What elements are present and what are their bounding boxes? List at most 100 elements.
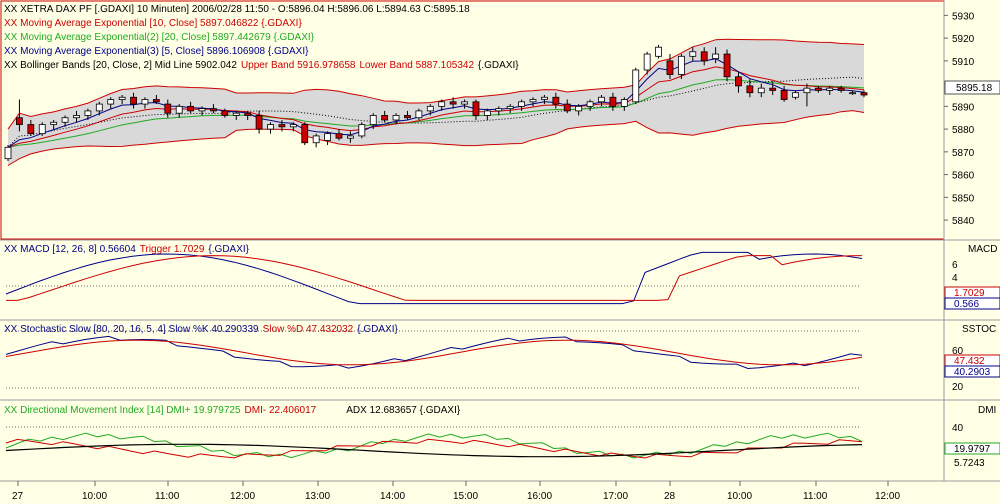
candle-body bbox=[643, 53, 651, 71]
time-label: 11:00 bbox=[155, 491, 180, 502]
candle-body bbox=[803, 87, 811, 94]
price-tick-label: 5910 bbox=[952, 57, 975, 68]
candle bbox=[369, 113, 377, 130]
dmi-marker-adx: 5.7243 bbox=[954, 458, 985, 469]
candle-body bbox=[609, 96, 617, 107]
candle-body bbox=[27, 124, 35, 135]
candle-body bbox=[244, 112, 252, 116]
candle bbox=[141, 97, 149, 109]
candle bbox=[541, 94, 548, 105]
candle-body bbox=[449, 101, 457, 105]
candle-body bbox=[221, 110, 229, 116]
candle-body bbox=[198, 108, 206, 112]
candle bbox=[278, 120, 286, 132]
dmi-legend-adx: ADX 12.683657 {.GDAXI} bbox=[346, 405, 461, 416]
candle bbox=[232, 110, 240, 120]
candle bbox=[130, 92, 137, 109]
candle-body bbox=[267, 124, 274, 130]
candle bbox=[244, 110, 252, 120]
dmi-tick-40: 40 bbox=[952, 423, 964, 434]
price-tick-label: 5870 bbox=[952, 148, 975, 159]
stoch-legend-main: Stochastic Slow [80, 20, 16, 5, 4] Slow … bbox=[20, 324, 259, 335]
dmi-legend-plus: Directional Movement Index [14] DMI+ 19.… bbox=[20, 405, 241, 416]
candle-body bbox=[769, 87, 777, 91]
candle-body bbox=[677, 55, 685, 75]
candle-body bbox=[712, 53, 720, 59]
candle bbox=[837, 85, 845, 93]
candle bbox=[552, 92, 560, 109]
candle-body bbox=[472, 101, 480, 116]
candle-body bbox=[404, 115, 411, 119]
candle bbox=[757, 83, 765, 98]
stoch-marker-d: 47.432 bbox=[954, 356, 985, 367]
legend-line-0: XX XETRA DAX PF [.GDAXI] 10 Minuten] 200… bbox=[4, 4, 470, 15]
candle-body bbox=[483, 110, 491, 116]
macd-tick-4: 4 bbox=[952, 273, 958, 284]
candle-body bbox=[620, 99, 628, 107]
candle bbox=[175, 104, 183, 118]
candle bbox=[529, 97, 537, 107]
candle-body bbox=[38, 124, 46, 135]
macd-marker-trigger: 1.7029 bbox=[954, 288, 985, 299]
stoch-d-line bbox=[5, 339, 863, 366]
time-label: 10:00 bbox=[727, 491, 752, 502]
candle-body bbox=[381, 115, 389, 121]
candle bbox=[118, 94, 126, 105]
macd-legend-main: MACD [12, 26, 8] 0.56604 bbox=[20, 244, 136, 255]
candle-body bbox=[152, 99, 160, 103]
candle bbox=[655, 44, 662, 59]
candle bbox=[84, 108, 92, 120]
candle bbox=[780, 85, 788, 102]
svg-text:XX Directional Movement Index: XX Directional Movement Index [14] DMI+ … bbox=[4, 405, 461, 416]
candle bbox=[598, 94, 605, 107]
time-label: 14:00 bbox=[380, 491, 405, 502]
candle-body bbox=[700, 51, 708, 62]
candle-body bbox=[16, 117, 23, 125]
candle-body bbox=[495, 108, 503, 112]
candle-body bbox=[278, 124, 286, 128]
candle-body bbox=[461, 101, 468, 105]
dmi-marker-plus: 19.9797 bbox=[954, 444, 991, 455]
macd-panel-title: MACD bbox=[968, 244, 997, 255]
bollinger-legend-symbol: {.GDAXI} bbox=[478, 60, 519, 71]
candle bbox=[712, 47, 720, 64]
candle-body bbox=[210, 108, 217, 112]
candle-body bbox=[826, 87, 834, 91]
candle-body bbox=[541, 96, 548, 100]
candle bbox=[449, 97, 457, 109]
candle-body bbox=[61, 117, 69, 123]
candle-body bbox=[255, 115, 263, 130]
candle bbox=[267, 122, 274, 134]
candle-body bbox=[130, 96, 137, 105]
ema10-line bbox=[7, 66, 865, 148]
candle bbox=[50, 120, 58, 130]
stoch-marker-k: 40.2903 bbox=[954, 367, 991, 378]
candle bbox=[198, 106, 206, 116]
macd-tick-6: 6 bbox=[952, 260, 958, 271]
bollinger-legend: XX Bollinger Bands [20, Close, 2] Mid Li… bbox=[4, 60, 519, 71]
candle bbox=[689, 47, 697, 61]
stoch-legend-d: Slow %D 47.432032 bbox=[263, 324, 354, 335]
macd-marker-value: 0.566 bbox=[954, 299, 979, 310]
candle-body bbox=[175, 105, 183, 114]
candle-body bbox=[118, 96, 126, 100]
candle-body bbox=[415, 110, 423, 119]
candle bbox=[73, 110, 80, 123]
candle bbox=[27, 120, 35, 136]
candle bbox=[324, 131, 331, 146]
candle bbox=[438, 99, 446, 111]
stoch-k-line bbox=[5, 335, 863, 370]
macd-legend-symbol: {.GDAXI} bbox=[208, 244, 249, 255]
candle bbox=[860, 90, 868, 98]
bollinger-band bbox=[7, 38, 865, 166]
candle-body bbox=[689, 51, 697, 57]
price-marker: 5895.18 bbox=[944, 80, 1000, 95]
candle bbox=[643, 51, 651, 75]
candle-body bbox=[438, 101, 446, 107]
bollinger-legend-lower: Lower Band 5887.105342 bbox=[359, 60, 474, 71]
stoch-tick-60: 60 bbox=[952, 346, 964, 357]
candle bbox=[255, 110, 263, 134]
time-label: 28 bbox=[664, 491, 676, 502]
